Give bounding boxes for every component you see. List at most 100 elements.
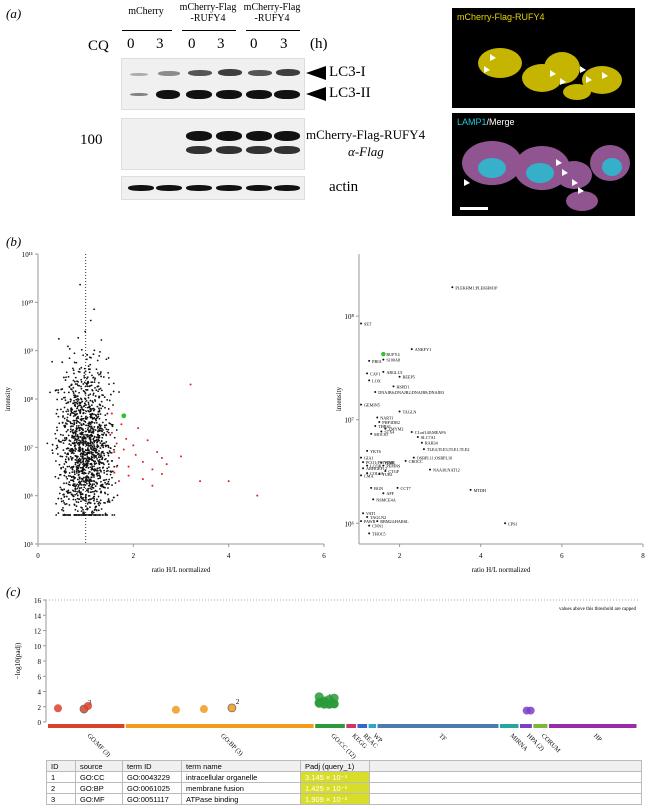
data-point [360,456,363,459]
data-point [107,463,110,466]
data-point [380,461,383,464]
data-point [77,336,80,339]
data-point [103,442,106,445]
band [186,90,212,99]
y-tick-label: 8 [38,658,42,666]
data-point [108,478,111,481]
band [246,185,272,191]
data-point [58,463,61,466]
data-point [105,440,108,443]
data-point [103,424,106,427]
data-point [108,399,111,402]
data-point [76,405,79,408]
data-point [74,498,77,501]
data-point [99,372,102,375]
data-point [74,450,77,452]
data-point [113,448,115,451]
data-point [74,454,77,457]
data-point [97,381,100,384]
th-source: source [75,760,123,772]
data-point [114,482,117,484]
data-point [88,460,90,463]
cell-padj: 1.909 × 10⁻² [300,793,370,805]
data-point [85,493,87,496]
data-point [97,456,100,458]
data-point [110,393,112,396]
band [216,146,242,154]
data-point [77,484,80,487]
data-point [78,489,81,492]
data-point [82,383,85,385]
data-point [69,400,72,403]
data-point [107,431,110,434]
data-point [82,409,85,412]
data-point [101,405,104,408]
micro-top-label: mCherry-Flag-RUFY4 [457,12,545,22]
data-point [89,446,92,449]
band [188,70,212,76]
data-point [82,457,85,460]
data-point [71,479,74,482]
red-data-point [134,453,137,456]
category-bar [48,724,125,728]
data-point [98,388,101,391]
data-point [92,409,95,412]
data-point [82,462,85,465]
band [216,90,242,99]
data-point [79,492,82,495]
data-point [111,470,114,473]
data-point [63,437,66,439]
data-point [101,451,103,454]
data-point [77,471,80,474]
data-point [91,484,94,487]
data-point [84,385,87,388]
data-point [73,352,76,355]
data-point [80,480,83,483]
data-point [93,470,96,472]
data-point [57,477,60,480]
data-point [88,356,91,359]
data-point [381,351,386,357]
time-2: 0 [188,36,196,52]
data-point [75,361,78,364]
point-label: RBM24;HARSL [380,519,409,524]
data-point [107,452,110,455]
data-point [89,506,91,508]
category-bar [125,724,314,728]
data-point [96,372,99,374]
cell-image-merge [460,141,630,211]
data-point [85,358,88,361]
data-point [89,438,92,441]
data-point [92,514,95,516]
point-label: ANKFY1 [415,347,432,352]
data-point [70,447,73,450]
data-point [109,451,112,454]
data-point [103,454,106,457]
data-point [102,462,104,465]
band [186,185,212,191]
data-point [51,452,54,455]
data-point [55,437,57,440]
category-bar [499,724,519,728]
data-point [79,436,82,438]
data-point [110,451,113,454]
data-point [104,444,107,447]
band [156,185,182,191]
data-point [107,487,109,489]
data-point [82,514,84,516]
point-label: RUFY4 [386,352,400,357]
data-point [94,377,97,380]
manhattan-plot: values above this threshold are capped 0 2… [14,597,640,760]
data-point [90,468,93,471]
data-point [81,400,84,403]
data-point [69,475,72,477]
data-point [74,514,77,516]
data-point [104,414,107,417]
data-point [79,440,82,443]
x-tick-label: 8 [641,552,645,560]
data-point [360,322,363,325]
data-point [90,456,93,459]
cell-padj: 3.145 × 10⁻³ [300,771,370,783]
data-point [94,506,97,509]
data-point [80,406,83,408]
